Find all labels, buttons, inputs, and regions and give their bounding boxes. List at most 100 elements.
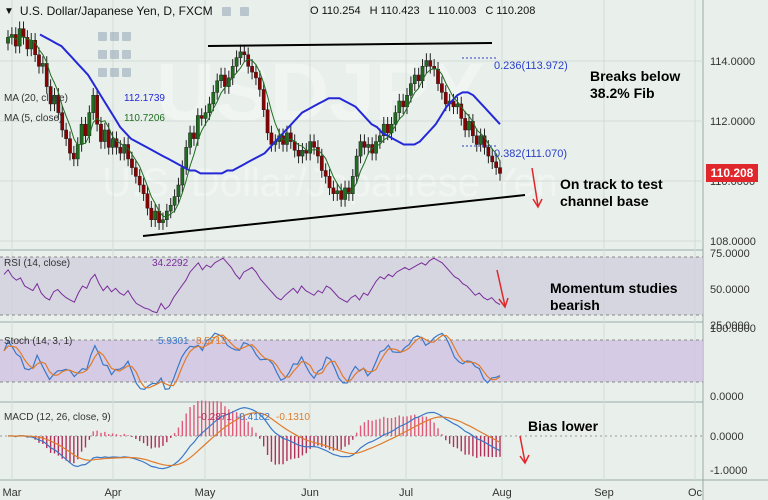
- candle: [393, 112, 398, 125]
- candle: [494, 161, 498, 168]
- candle: [48, 86, 53, 105]
- candle: [482, 135, 487, 148]
- stoch-band: [0, 340, 703, 382]
- price-tick-label: 114.0000: [710, 56, 755, 68]
- macd-tick-label: 0.0000: [710, 431, 744, 443]
- eye-icon[interactable]: [98, 32, 107, 41]
- candle: [242, 51, 247, 55]
- candle: [168, 205, 173, 212]
- candle: [257, 77, 262, 90]
- candle: [99, 123, 103, 142]
- candles: [6, 21, 502, 230]
- candle: [122, 144, 127, 154]
- candle: [29, 40, 34, 50]
- x-tick-label: May: [195, 487, 216, 499]
- candle: [60, 112, 65, 131]
- annotation-channel: On track to test channel base: [560, 176, 663, 209]
- candle: [432, 66, 436, 70]
- ma5-legend[interactable]: MA (5, close): [4, 113, 63, 124]
- macd-signal-line: [8, 412, 501, 467]
- settings-icon[interactable]: [110, 50, 119, 59]
- x-tick-label: Jun: [301, 487, 319, 499]
- chart-header: ▼ U.S. Dollar/Japanese Yen, D, FXCM: [4, 4, 249, 18]
- rsi-legend[interactable]: RSI (14, close): [4, 258, 71, 269]
- eye-icon[interactable]: [98, 68, 107, 77]
- candle: [254, 71, 258, 79]
- candle: [199, 115, 204, 119]
- candle: [451, 100, 456, 108]
- last-price-tag: 110.208: [706, 164, 758, 182]
- price-tick-label: 108.0000: [710, 236, 756, 248]
- rsi-tick-label: 75.0000: [710, 248, 750, 260]
- candle: [25, 37, 30, 50]
- channel-top: [207, 42, 493, 47]
- candle: [343, 187, 347, 200]
- macd-line-value: -0.4182: [236, 412, 270, 423]
- candle: [366, 144, 371, 148]
- settings-icon[interactable]: [239, 6, 249, 16]
- settings-icon[interactable]: [110, 32, 119, 41]
- macd-line: [7, 406, 501, 470]
- candle: [339, 190, 344, 200]
- candle: [33, 40, 37, 55]
- ma20-legend[interactable]: MA (20, close): [4, 93, 68, 104]
- candle: [172, 196, 177, 206]
- candle: [490, 155, 495, 163]
- symbol-title[interactable]: U.S. Dollar/Japanese Yen, D, FXCM: [19, 4, 213, 18]
- eye-icon[interactable]: [98, 50, 107, 59]
- indicator-controls: [95, 28, 131, 82]
- macd-legend[interactable]: MACD (12, 26, close, 9): [4, 412, 111, 423]
- candle: [234, 57, 239, 67]
- price-axis[interactable]: [703, 0, 768, 480]
- candle: [440, 83, 444, 93]
- candle: [424, 60, 429, 67]
- candle: [114, 138, 119, 148]
- candle: [409, 83, 413, 96]
- candle: [41, 63, 45, 67]
- candle: [180, 167, 185, 186]
- close-icon[interactable]: [122, 50, 131, 59]
- candle: [72, 152, 76, 160]
- collapse-icon[interactable]: ▼: [4, 5, 14, 17]
- macd-hist-value: -0.2871: [198, 412, 232, 423]
- candle: [250, 66, 254, 73]
- candle: [316, 147, 320, 157]
- candle: [312, 141, 316, 148]
- candle: [269, 132, 274, 145]
- candle: [288, 132, 293, 142]
- candle: [83, 123, 88, 137]
- stoch-legend[interactable]: Stoch (14, 3, 1): [4, 336, 73, 347]
- close-icon[interactable]: [122, 32, 131, 41]
- candle: [292, 141, 297, 151]
- candle: [378, 135, 382, 142]
- annotation-momentum: Momentum studies bearish: [550, 280, 678, 313]
- candle: [211, 92, 216, 105]
- fib-236-label: 0.236(113.972): [494, 60, 568, 72]
- price-tick-label: 112.0000: [710, 116, 755, 128]
- candle: [455, 103, 460, 108]
- candle: [347, 187, 351, 194]
- x-tick-label: Oc: [688, 487, 703, 499]
- settings-icon[interactable]: [110, 68, 119, 77]
- candle: [296, 150, 301, 157]
- candle: [75, 144, 80, 160]
- candle: [126, 144, 130, 160]
- candle: [319, 155, 324, 171]
- candle: [188, 132, 192, 148]
- rsi-line: [3, 257, 501, 314]
- rsi-band: [0, 257, 703, 315]
- candle: [300, 150, 305, 157]
- close-icon[interactable]: [122, 68, 131, 77]
- candle: [118, 147, 123, 154]
- candle: [219, 74, 223, 82]
- eye-icon[interactable]: [221, 6, 231, 16]
- candle: [443, 92, 448, 105]
- arrow-icon: [496, 167, 543, 465]
- candle: [397, 100, 402, 113]
- candle: [238, 51, 243, 58]
- candle: [327, 176, 332, 189]
- ma20-line: [39, 33, 501, 175]
- stoch-d-line: [3, 334, 501, 389]
- candle: [478, 135, 483, 145]
- candle: [215, 80, 220, 93]
